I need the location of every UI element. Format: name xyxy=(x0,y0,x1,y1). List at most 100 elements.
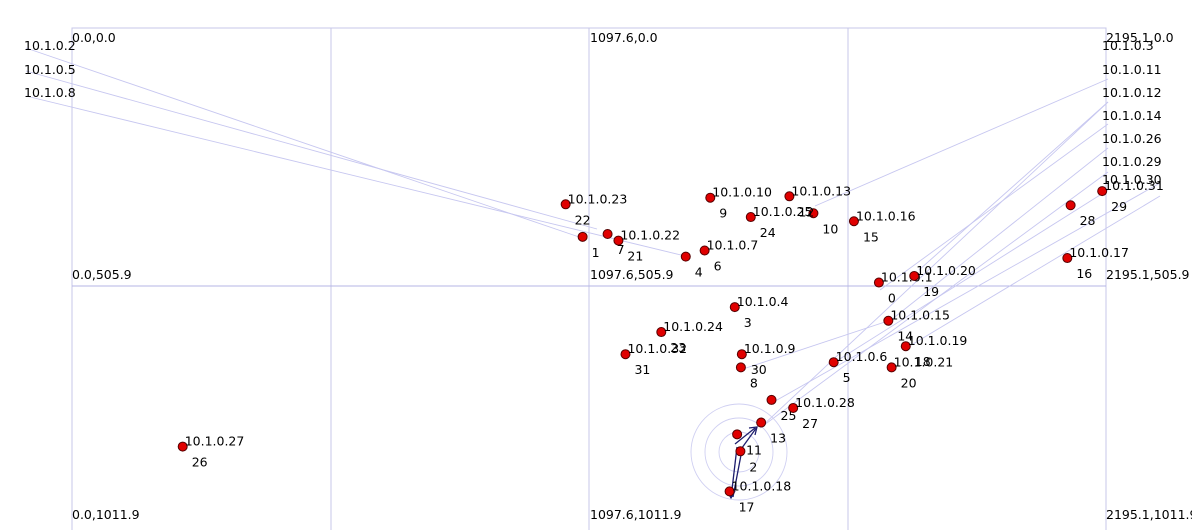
node-6[interactable]: 10.1.0.7 6 xyxy=(699,237,758,273)
node-ip-label: 10.1.0.32 xyxy=(627,341,687,356)
node-id-label: 21 xyxy=(627,249,643,264)
node-marker[interactable] xyxy=(613,235,624,246)
left-ip-label: 10.1.0.5 xyxy=(24,62,76,77)
link-lines xyxy=(25,47,1161,429)
node-marker[interactable] xyxy=(699,245,710,256)
corner-label-c-0-0: 0.0,0.0 xyxy=(72,30,116,45)
node-marker[interactable] xyxy=(848,216,859,227)
node-17[interactable]: 10.1.0.18 17 xyxy=(724,478,792,514)
node-id-label: 9 xyxy=(719,206,727,221)
node-marker[interactable] xyxy=(680,251,691,262)
node-22[interactable]: 10.1.0.23 22 xyxy=(560,191,627,227)
node-marker[interactable] xyxy=(732,429,743,440)
node-14[interactable]: 10.1.0.15 14 xyxy=(883,308,950,344)
node-31[interactable]: 10.1.0.32 31 xyxy=(620,341,687,377)
node-marker[interactable] xyxy=(735,446,746,457)
grid-lines xyxy=(71,27,1107,530)
node-0[interactable]: 10.1.0.1 0 xyxy=(873,270,933,306)
node-marker[interactable] xyxy=(724,486,735,497)
node-marker[interactable] xyxy=(1097,186,1108,197)
node-ip-label: 10.1.0.9 xyxy=(744,341,796,356)
arrow-2-13-b xyxy=(734,427,756,445)
node-23[interactable]: 10.1.0.24 23 xyxy=(656,319,723,355)
node-marker[interactable] xyxy=(1065,200,1076,211)
node-2[interactable]: 2 xyxy=(735,446,757,475)
node-marker[interactable] xyxy=(177,441,188,452)
node-ip-label: 10.1.0.21 xyxy=(894,354,954,369)
node-marker[interactable] xyxy=(736,349,747,360)
right-ip-label: 10.1.0.3 xyxy=(1102,38,1154,53)
node-marker[interactable] xyxy=(784,191,795,202)
node-marker[interactable] xyxy=(620,349,631,360)
node-marker[interactable] xyxy=(788,402,799,413)
node-marker[interactable] xyxy=(828,357,839,368)
node-marker[interactable] xyxy=(873,277,884,288)
node-ip-label: 10.1.0.4 xyxy=(737,294,789,309)
node-12[interactable]: 10.1.0.13 12 xyxy=(784,183,851,219)
node-id-label: 12 xyxy=(798,204,814,219)
node-30[interactable]: 10.1.0.9 30 xyxy=(736,341,796,377)
node-id-label: 6 xyxy=(714,258,722,273)
node-ip-label: 10.1.0.18 xyxy=(732,478,792,493)
node-marker[interactable] xyxy=(883,315,894,326)
node-marker[interactable] xyxy=(705,192,716,203)
node-29[interactable]: 10.1.0.31 29 xyxy=(1097,178,1164,214)
node-marker[interactable] xyxy=(577,231,588,242)
node-13[interactable]: 13 xyxy=(756,417,786,446)
node-id-label: 24 xyxy=(760,225,776,240)
node-1[interactable]: 1 xyxy=(577,231,600,260)
corner-label-c-0-mid: 0.0,505.9 xyxy=(72,267,132,282)
node-28[interactable]: 28 xyxy=(1065,200,1096,229)
link-left-8 xyxy=(25,95,686,257)
node-marker[interactable] xyxy=(560,199,571,210)
node-27[interactable]: 10.1.0.28 27 xyxy=(788,395,855,431)
node-marker[interactable] xyxy=(656,327,667,338)
node-18[interactable]: 10.1.0.19 18 xyxy=(900,333,967,369)
node-16[interactable]: 10.1.0.17 16 xyxy=(1062,245,1129,281)
node-marker[interactable] xyxy=(1062,253,1073,264)
node-marker[interactable] xyxy=(900,341,911,352)
corner-coordinate-labels: 0.0,0.0 1097.6,0.0 2195.1,0.00.0,505.9 1097… xyxy=(72,30,1192,522)
node-marker[interactable] xyxy=(909,270,920,281)
node-ip-label: 10.1.0.10 xyxy=(712,185,772,200)
node-marker[interactable] xyxy=(735,362,746,373)
node-20[interactable]: 10.1.0.21 20 xyxy=(886,354,954,390)
node-21[interactable]: 10.1.0.22 21 xyxy=(613,228,680,264)
node-9[interactable]: 10.1.0.10 9 xyxy=(705,185,772,221)
node-marker[interactable] xyxy=(745,212,756,223)
node-3[interactable]: 10.1.0.4 3 xyxy=(729,294,789,330)
node-marker[interactable] xyxy=(756,417,767,428)
node-ip-label: 10.1.0.27 xyxy=(185,434,245,449)
node-marker[interactable] xyxy=(602,228,613,239)
corner-label-c-0-max: 0.0,1011.9 xyxy=(72,507,140,522)
node-marker[interactable] xyxy=(729,302,740,313)
node-5[interactable]: 10.1.0.6 5 xyxy=(828,349,887,385)
node-ip-label: 10.1.0.1 xyxy=(881,270,933,285)
node-26[interactable]: 10.1.0.27 26 xyxy=(177,434,245,470)
node-id-label: 10 xyxy=(822,221,838,236)
node-marker[interactable] xyxy=(766,394,777,405)
node-7[interactable]: 7 xyxy=(602,228,625,257)
link-right-26 xyxy=(890,147,1109,321)
corner-label-c-max-max: 2195.1,1011.9 xyxy=(1106,507,1192,522)
node-11[interactable]: 11 xyxy=(732,429,762,458)
node-10[interactable]: 10 xyxy=(808,208,838,237)
node-marker[interactable] xyxy=(886,362,897,373)
node-ip-label: 10.1.0.20 xyxy=(916,263,976,278)
node-id-label: 3 xyxy=(744,315,752,330)
node-4[interactable]: 4 xyxy=(680,251,703,280)
node-8[interactable]: 8 xyxy=(735,362,758,391)
node-ip-label: 10.1.0.17 xyxy=(1069,245,1129,260)
node-id-label: 4 xyxy=(695,265,703,280)
node-id-label: 16 xyxy=(1076,266,1092,281)
node-19[interactable]: 10.1.0.20 19 xyxy=(909,263,976,299)
node-24[interactable]: 10.1.0.25 24 xyxy=(745,204,812,240)
node-id-label: 18 xyxy=(915,354,931,369)
node-marker[interactable] xyxy=(808,208,819,219)
range-circle-outer xyxy=(690,403,788,501)
right-ip-label: 10.1.0.29 xyxy=(1102,154,1162,169)
node-id-label: 2 xyxy=(749,459,757,474)
link-left-5 xyxy=(25,70,598,230)
node-15[interactable]: 10.1.0.16 15 xyxy=(848,208,916,244)
